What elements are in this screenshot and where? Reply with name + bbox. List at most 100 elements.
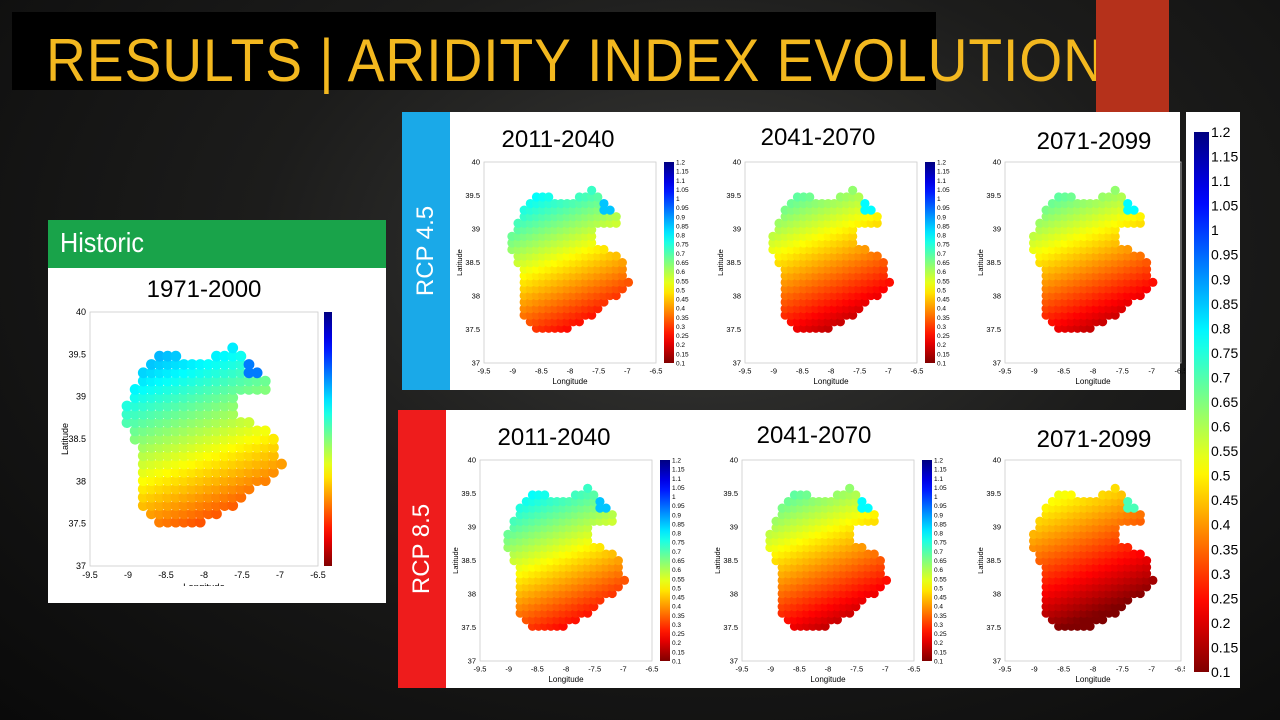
grid-point — [875, 569, 885, 579]
grid-point — [872, 251, 882, 261]
colorbar-tick-label: 0.95 — [676, 205, 689, 212]
rcp85-map-2071-2099: -9.5 -9 -8.5 -8 -7.5 -7 -6.5 40 39.5 39 38.5 38 37.5… — [976, 456, 1185, 685]
grid-point — [186, 475, 198, 487]
grid-point — [178, 367, 190, 379]
grid-point — [611, 212, 621, 222]
grid-point — [162, 442, 174, 453]
grid-point — [154, 425, 165, 437]
grid-point — [259, 458, 271, 470]
grid-point — [194, 359, 206, 370]
x-tick-label: -8.5 — [1057, 665, 1070, 674]
colorbar-tick-label: 0.45 — [676, 297, 689, 304]
x-tick-label: -9.5 — [474, 665, 487, 674]
y-tick-label: 37 — [76, 561, 86, 571]
grid-point — [574, 317, 585, 327]
x-tick-label: -8.5 — [158, 570, 174, 580]
grid-point — [194, 483, 206, 495]
grid-point — [875, 562, 885, 572]
grid-point — [154, 375, 165, 387]
x-tick-label: -8.5 — [1057, 367, 1070, 376]
grid-point — [202, 375, 214, 387]
y-tick-label: 38 — [733, 292, 741, 301]
grid-point — [1135, 516, 1145, 526]
grid-point — [194, 375, 206, 387]
grid-point — [1135, 251, 1145, 261]
grid-point — [211, 408, 222, 420]
historic-map: -9.5 -9 -8.5 -8 -7.5 -7 -6.5 40 39.5 39 38.5 38 37.5… — [60, 307, 332, 586]
colorbar-tick-label: 0.8 — [672, 531, 681, 538]
grid-point — [170, 466, 182, 478]
shared-colorbar-tick: 0.45 — [1211, 492, 1238, 508]
grid-point — [1110, 523, 1120, 533]
grid-point — [227, 359, 239, 370]
grid-point — [1066, 490, 1076, 500]
grid-point — [227, 466, 239, 478]
grid-point — [129, 408, 141, 420]
y-tick-label: 40 — [468, 456, 476, 465]
x-axis-label: Longitude — [810, 675, 846, 684]
grid-point — [194, 500, 206, 511]
axes-frame — [1004, 161, 1182, 364]
grid-point — [186, 516, 198, 528]
y-tick-label: 38.5 — [726, 258, 741, 267]
grid-point — [583, 483, 593, 494]
grid-point — [194, 400, 206, 412]
shared-colorbar-tick: 0.7 — [1211, 369, 1231, 385]
grid-point — [146, 375, 157, 387]
grid-point — [1141, 569, 1152, 579]
grid-point — [251, 450, 263, 462]
rcp85-tab: RCP 8.5 — [398, 410, 446, 688]
grid-point — [219, 383, 230, 395]
colorbar-tick-label: 1.2 — [676, 160, 685, 167]
colorbar-tick-label: 0.55 — [934, 576, 947, 583]
grid-point — [875, 556, 885, 566]
colorbar-tick-label: 0.5 — [937, 287, 946, 294]
grid-point — [170, 383, 182, 395]
grid-point — [202, 442, 214, 453]
colorbar-tick-label: 0.85 — [676, 223, 689, 230]
grid-point — [857, 595, 867, 605]
grid-point — [154, 458, 165, 470]
grid-point — [259, 450, 271, 462]
y-tick-label: 37.5 — [986, 623, 1001, 632]
grid-point — [211, 475, 222, 487]
grid-point — [146, 491, 157, 503]
grid-point — [863, 503, 873, 513]
grid-point — [162, 417, 174, 428]
x-tick-label: -8 — [1090, 367, 1097, 376]
grid-point — [1135, 212, 1145, 222]
grid-point — [211, 491, 222, 503]
colorbar-tick-label: 1 — [672, 494, 676, 501]
colorbar-tick-label: 0.35 — [672, 613, 685, 620]
y-tick-label: 38.5 — [723, 556, 738, 565]
grid-point — [251, 433, 263, 445]
grid-point — [146, 508, 157, 520]
grid-point — [194, 475, 206, 487]
grid-point — [558, 621, 568, 631]
grid-point — [878, 264, 888, 274]
grid-point — [186, 500, 198, 511]
grid-point — [162, 350, 174, 362]
colorbar-tick-label: 1.15 — [676, 169, 689, 176]
grid-point — [587, 231, 597, 241]
colorbar-tick-label: 0.9 — [937, 214, 946, 221]
y-tick-label: 39 — [993, 523, 1001, 532]
grid-point — [186, 458, 198, 470]
x-tick-label: -6.5 — [1175, 367, 1185, 376]
grid-point — [235, 425, 247, 437]
grid-point — [562, 323, 572, 333]
grid-point — [137, 408, 149, 420]
grid-point — [259, 475, 271, 487]
grid-point — [178, 483, 190, 495]
axes-frame — [483, 161, 657, 364]
grid-point — [881, 575, 892, 585]
grid-point — [129, 392, 141, 404]
grid-point — [607, 510, 617, 520]
rcp85-label: RCP 8.5 — [408, 503, 435, 595]
grid-point — [1098, 615, 1108, 625]
grid-point — [570, 615, 581, 625]
grid-point — [1110, 483, 1120, 494]
colorbar-tick-label: 0.65 — [934, 558, 947, 565]
y-tick-label: 37 — [993, 657, 1001, 666]
grid-point — [137, 500, 149, 511]
